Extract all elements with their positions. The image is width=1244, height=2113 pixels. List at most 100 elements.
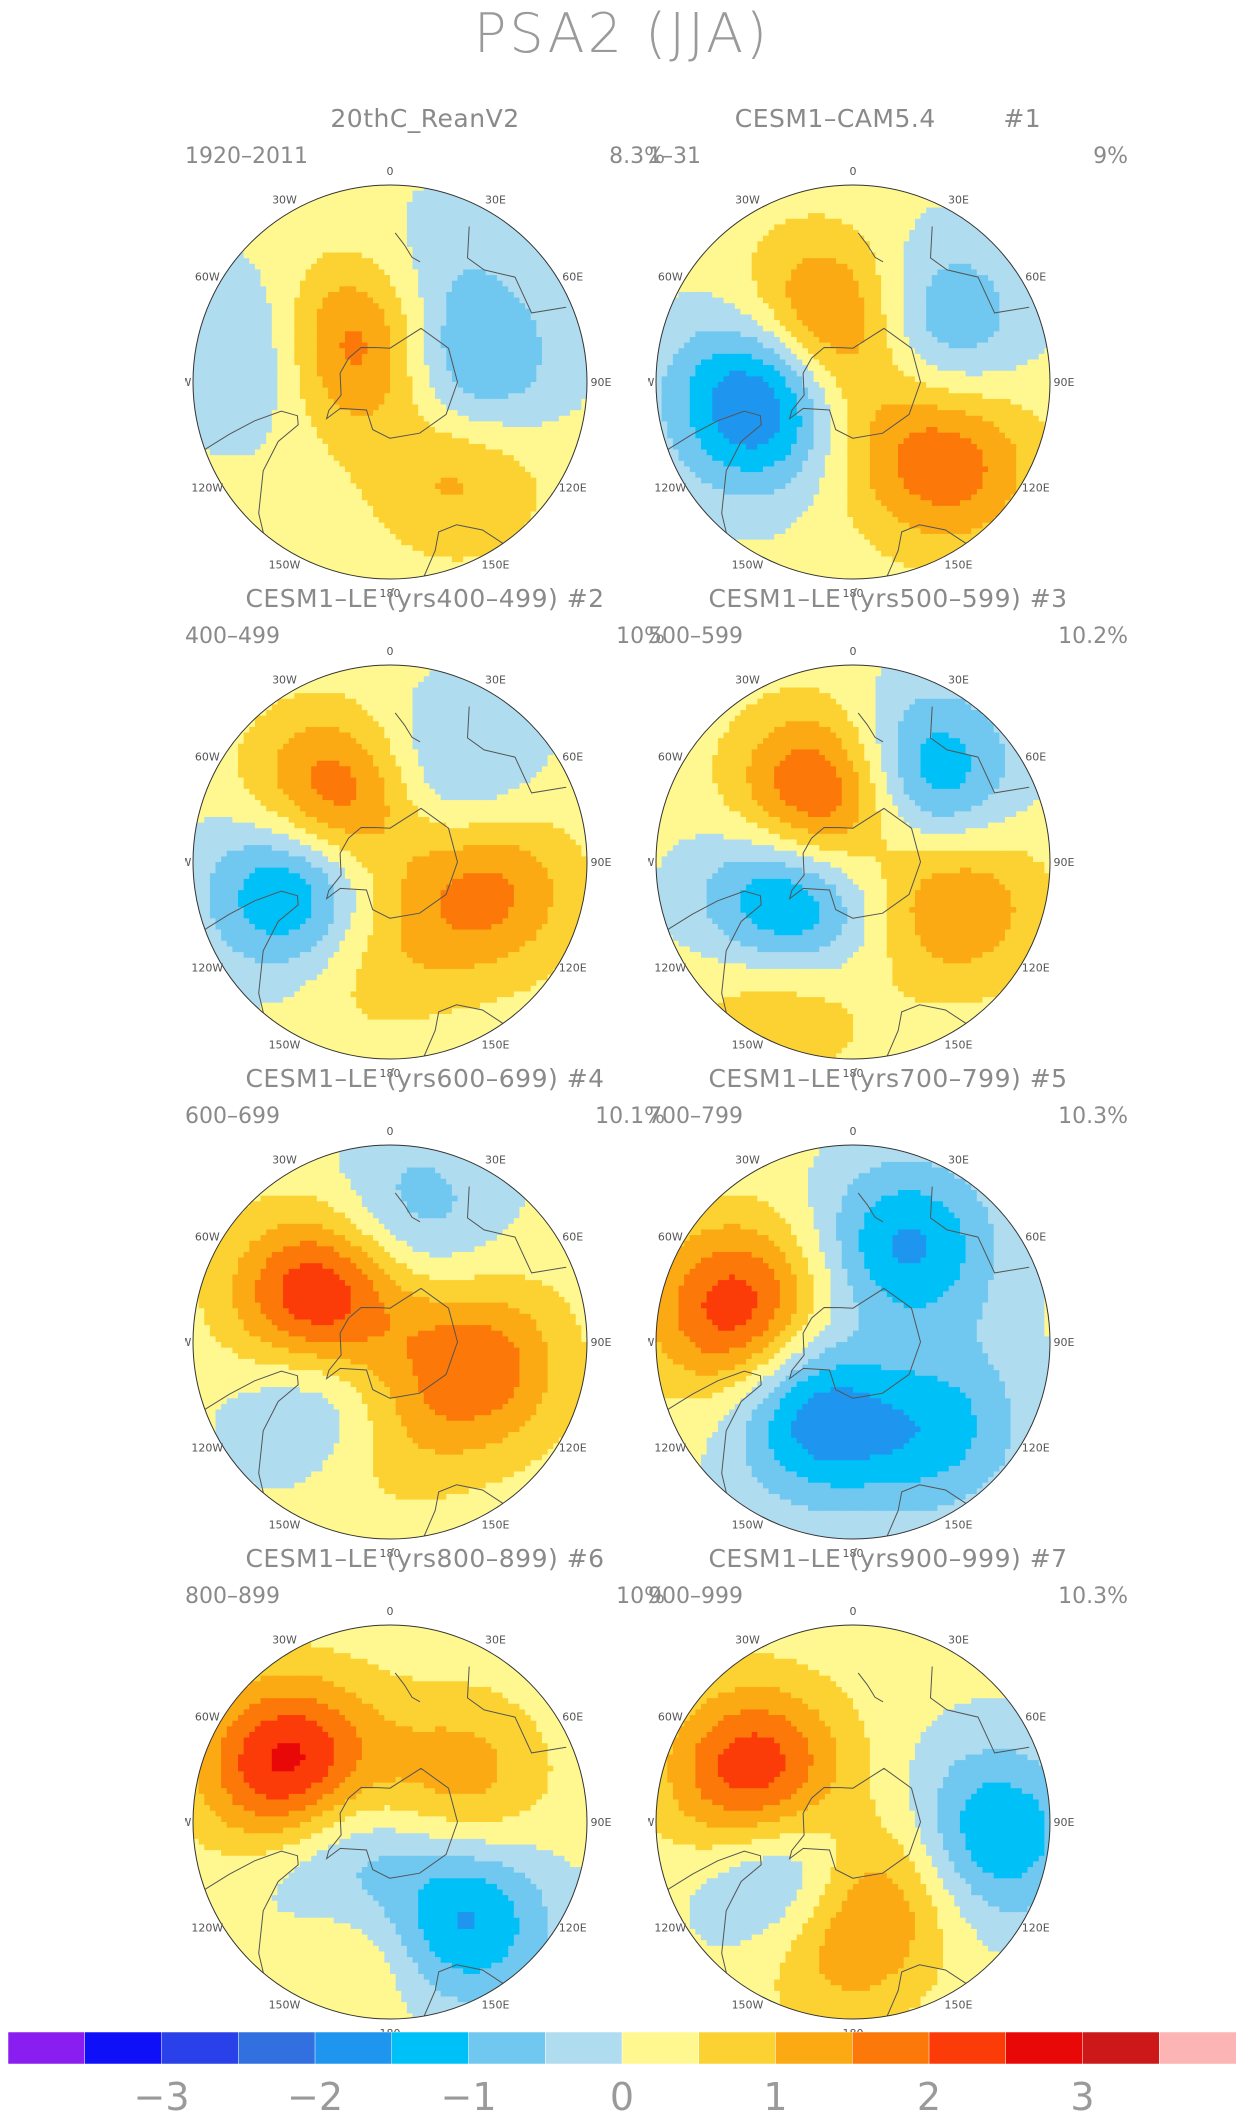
field-cell — [299, 488, 307, 496]
field-cell — [513, 539, 521, 546]
longitude-label: 60E — [562, 271, 583, 284]
field-cell — [266, 353, 273, 361]
field-cell — [553, 528, 560, 535]
field-cell — [525, 573, 532, 579]
field-cell — [440, 258, 447, 265]
field-cell — [344, 427, 352, 434]
field-cell — [198, 263, 205, 271]
field-cell — [271, 224, 279, 231]
field-cell — [390, 483, 397, 490]
field-cell — [378, 235, 385, 242]
field-cell — [271, 488, 279, 496]
field-cell — [530, 336, 537, 344]
field-cell — [536, 488, 543, 496]
field-cell — [412, 562, 419, 569]
field-cell — [367, 235, 374, 242]
field-cell — [367, 404, 374, 411]
field-cell — [530, 522, 537, 529]
field-cell — [221, 297, 228, 304]
field-cell — [547, 353, 554, 361]
field-cell — [378, 185, 385, 192]
field-cell — [226, 511, 233, 518]
field-cell — [656, 308, 663, 316]
field-cell — [283, 505, 290, 513]
field-cell — [193, 387, 200, 394]
field-cell — [333, 449, 340, 456]
field-cell — [440, 550, 447, 558]
field-cell — [204, 511, 211, 518]
field-cell — [328, 432, 335, 439]
field-cell — [311, 365, 318, 372]
field-cell — [333, 258, 340, 265]
field-cell — [581, 573, 587, 579]
field-cell — [215, 207, 222, 214]
field-cell — [350, 308, 357, 316]
field-cell — [519, 241, 526, 248]
field-cell — [266, 488, 273, 496]
field-cell — [474, 331, 481, 338]
field-cell — [485, 382, 492, 389]
field-cell — [451, 185, 459, 192]
field-cell — [536, 533, 543, 541]
field-cell — [418, 494, 425, 501]
field-cell — [491, 235, 498, 242]
field-cell — [463, 331, 470, 338]
field-cell — [401, 201, 408, 209]
field-cell — [356, 500, 363, 507]
field-cell — [299, 449, 307, 456]
field-cell — [299, 246, 307, 254]
field-cell — [558, 325, 566, 332]
field-cell — [412, 331, 419, 338]
field-cell — [656, 286, 663, 293]
field-cell — [423, 269, 430, 276]
field-cell — [575, 449, 582, 456]
field-cell — [361, 472, 369, 479]
field-cell — [457, 455, 464, 462]
field-cell — [536, 258, 543, 265]
field-cell — [221, 556, 228, 563]
field-cell — [418, 303, 425, 310]
field-cell — [429, 455, 436, 462]
field-cell — [525, 258, 532, 265]
field-cell — [277, 505, 284, 513]
field-cell — [221, 398, 228, 406]
field-cell — [656, 393, 663, 400]
field-cell — [384, 427, 391, 434]
field-cell — [491, 365, 498, 372]
field-cell — [322, 230, 329, 237]
field-cell — [378, 218, 385, 225]
field-cell — [209, 308, 217, 316]
field-cell — [266, 336, 273, 344]
field-cell — [525, 505, 532, 513]
field-cell — [294, 246, 301, 254]
field-cell — [344, 449, 352, 456]
field-cell — [491, 404, 498, 411]
field-cell — [480, 393, 487, 400]
field-cell — [429, 201, 436, 209]
field-cell — [260, 308, 267, 316]
field-cell — [215, 517, 222, 524]
field-cell — [553, 427, 560, 434]
field-cell — [193, 393, 200, 400]
field-cell — [339, 303, 346, 310]
field-cell — [496, 500, 504, 507]
field-cell — [294, 376, 301, 383]
field-cell — [305, 370, 312, 377]
field-cell — [221, 325, 228, 332]
field-cell — [480, 213, 487, 220]
field-cell — [463, 460, 470, 468]
field-cell — [440, 427, 447, 434]
field-cell — [339, 359, 346, 366]
field-cell — [412, 252, 419, 259]
field-cell — [328, 460, 335, 468]
field-cell — [581, 545, 587, 552]
field-cell — [547, 185, 554, 192]
field-cell — [294, 218, 301, 225]
field-cell — [423, 291, 430, 299]
field-cell — [226, 398, 233, 406]
field-cell — [575, 348, 582, 355]
field-cell — [418, 291, 425, 299]
field-cell — [525, 460, 532, 468]
field-cell — [260, 421, 267, 428]
field-cell — [418, 449, 425, 456]
